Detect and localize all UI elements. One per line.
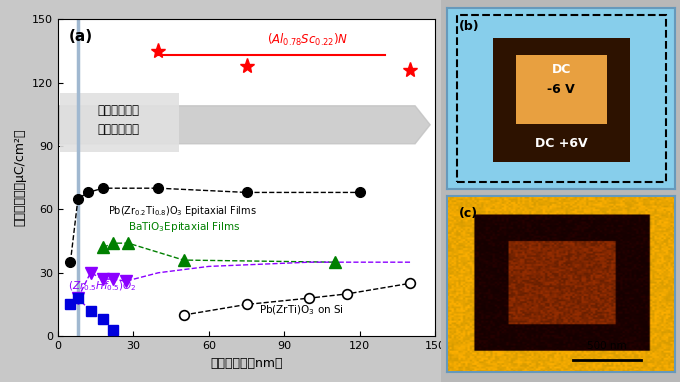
Bar bbox=[493, 39, 630, 162]
Text: $(Zr_{0.5}Hf_{0.5})O_2$: $(Zr_{0.5}Hf_{0.5})O_2$ bbox=[68, 280, 137, 293]
Text: DC: DC bbox=[551, 63, 571, 76]
X-axis label: 薄膜の厚さ（nm）: 薄膜の厚さ（nm） bbox=[210, 356, 283, 369]
Text: 認できた厚さ: 認できた厚さ bbox=[97, 123, 139, 136]
Bar bbox=[515, 55, 607, 124]
Text: $(Al_{0.78}Sc_{0.22})N$: $(Al_{0.78}Sc_{0.22})N$ bbox=[267, 32, 347, 48]
Text: Pb(Zr$_{0.2}$Ti$_{0.8}$)O$_3$ Epitaxial Films: Pb(Zr$_{0.2}$Ti$_{0.8}$)O$_3$ Epitaxial … bbox=[108, 204, 257, 218]
Text: DC +6V: DC +6V bbox=[535, 137, 588, 150]
Text: Pb(ZrTi)O$_3$ on Si: Pb(ZrTi)O$_3$ on Si bbox=[259, 303, 344, 317]
Text: 500 nm: 500 nm bbox=[587, 341, 627, 351]
Text: BaTiO$_3$Epitaxial Films: BaTiO$_3$Epitaxial Films bbox=[129, 220, 241, 235]
Text: (a): (a) bbox=[69, 29, 93, 44]
Y-axis label: 残留分極値（μC/cm²）: 残留分極値（μC/cm²） bbox=[13, 129, 27, 227]
Text: -6 V: -6 V bbox=[547, 83, 575, 96]
FancyArrow shape bbox=[58, 106, 430, 144]
Text: (c): (c) bbox=[459, 207, 478, 220]
Text: 強誤電性の確: 強誤電性の確 bbox=[97, 104, 139, 117]
Text: (b): (b) bbox=[459, 20, 479, 33]
FancyBboxPatch shape bbox=[61, 93, 179, 152]
